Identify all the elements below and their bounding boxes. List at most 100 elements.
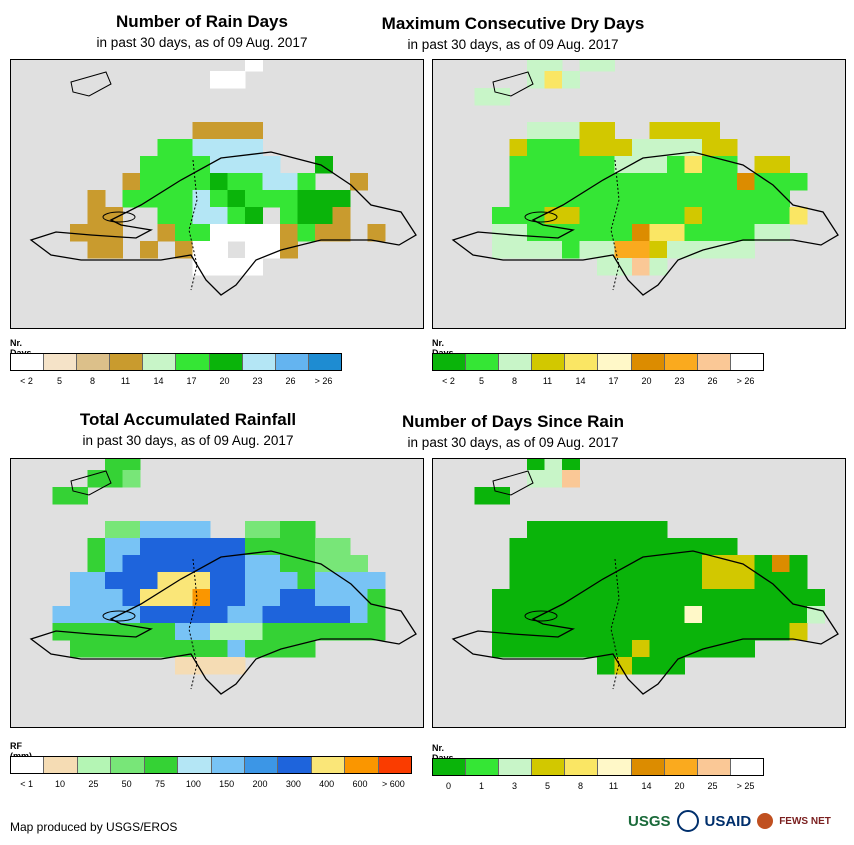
grid-cell bbox=[527, 60, 545, 72]
grid-cell bbox=[245, 60, 263, 72]
grid-cell bbox=[192, 589, 211, 607]
grid-cell bbox=[702, 190, 720, 208]
grid-cell bbox=[562, 640, 580, 658]
grid-cell bbox=[332, 555, 351, 573]
grid-cell bbox=[772, 156, 790, 174]
grid-cell bbox=[614, 606, 633, 624]
grid-cell bbox=[192, 122, 211, 140]
legend-swatch bbox=[466, 354, 500, 370]
grid-cell bbox=[789, 207, 808, 225]
grid-cell bbox=[245, 589, 263, 607]
grid-cell bbox=[192, 173, 211, 191]
grid-cell bbox=[579, 521, 598, 539]
grid-cell bbox=[614, 538, 633, 556]
grid-cell bbox=[649, 241, 668, 259]
grid-cell bbox=[544, 156, 563, 174]
legend-labels: 0 1 3 5 8 11 14 20 25 > 25 bbox=[432, 781, 762, 793]
grid-cell bbox=[632, 258, 650, 276]
grid-cell bbox=[350, 606, 368, 624]
grid-cell bbox=[702, 538, 720, 556]
legend-swatch bbox=[111, 757, 145, 773]
grid-cell bbox=[632, 572, 650, 590]
grid-cell bbox=[562, 589, 580, 607]
grid-cell bbox=[527, 572, 545, 590]
grid-cell bbox=[562, 521, 580, 539]
grid-cell bbox=[509, 139, 528, 157]
grid-cell bbox=[87, 207, 106, 225]
grid-cell bbox=[87, 589, 106, 607]
grid-cell bbox=[632, 521, 650, 539]
grid-cell bbox=[649, 606, 668, 624]
grid-cell bbox=[227, 224, 246, 242]
grid-cell bbox=[597, 538, 615, 556]
grid-cell bbox=[702, 224, 720, 242]
map-canvas bbox=[451, 459, 839, 695]
grid-cell bbox=[509, 207, 528, 225]
grid-cell bbox=[105, 589, 123, 607]
panel-title: Number of Days Since Rain bbox=[401, 412, 624, 431]
legend-label: 20 bbox=[674, 781, 685, 791]
panel-subtitle: in past 30 days, as of 09 Aug. 2017 bbox=[407, 435, 619, 450]
grid-cell bbox=[719, 139, 738, 157]
grid-cell bbox=[754, 555, 773, 573]
grid-cell bbox=[649, 589, 668, 607]
grid-cell bbox=[667, 640, 685, 658]
legend-swatch bbox=[598, 759, 632, 775]
grid-cell bbox=[649, 207, 668, 225]
grid-cell bbox=[684, 589, 703, 607]
grid-cell bbox=[280, 589, 298, 607]
grid-cell bbox=[527, 190, 545, 208]
grid-cell bbox=[105, 207, 123, 225]
grid-cell bbox=[754, 156, 773, 174]
legend-swatch bbox=[598, 354, 632, 370]
grid-cell bbox=[87, 640, 106, 658]
grid-cell bbox=[754, 606, 773, 624]
grid-cell bbox=[702, 122, 720, 140]
grid-cell bbox=[702, 555, 720, 573]
legend-swatch bbox=[499, 759, 533, 775]
panel-title: Maximum Consecutive Dry Days bbox=[381, 14, 645, 33]
legend-swatch bbox=[211, 757, 245, 773]
grid-cell bbox=[527, 459, 545, 471]
grid-cell bbox=[632, 623, 650, 641]
grid-cell bbox=[245, 258, 263, 276]
grid-cell bbox=[737, 572, 755, 590]
grid-cell bbox=[649, 521, 668, 539]
grid-cell bbox=[667, 139, 685, 157]
grid-cell bbox=[245, 521, 263, 539]
grid-cell bbox=[175, 190, 193, 208]
legend-label: 20 bbox=[219, 376, 230, 386]
grid-cell bbox=[702, 623, 720, 641]
grid-cell bbox=[210, 555, 228, 573]
legend-label: 5 bbox=[478, 376, 485, 386]
grid-cell bbox=[87, 241, 106, 259]
grid-cell bbox=[227, 606, 246, 624]
grid-cell bbox=[105, 606, 123, 624]
legend-swatch bbox=[499, 354, 533, 370]
grid-cell bbox=[245, 555, 263, 573]
grid-cell bbox=[772, 207, 790, 225]
grid-cell bbox=[262, 224, 281, 242]
legend-label: > 26 bbox=[314, 376, 333, 386]
fews-net-logo: FEWS NET bbox=[779, 815, 831, 827]
grid-cell bbox=[192, 190, 211, 208]
grid-cell bbox=[192, 538, 211, 556]
grid-cell bbox=[509, 538, 528, 556]
grid-cell bbox=[702, 139, 720, 157]
gonave-island bbox=[102, 610, 136, 622]
grid-cell bbox=[70, 623, 88, 641]
grid-cell bbox=[70, 572, 88, 590]
grid-cell bbox=[210, 606, 228, 624]
grid-cell bbox=[632, 589, 650, 607]
grid-cell bbox=[70, 606, 88, 624]
grid-cell bbox=[350, 572, 368, 590]
legend-label: 11 bbox=[120, 376, 131, 386]
grid-cell bbox=[579, 139, 598, 157]
grid-cell bbox=[649, 122, 668, 140]
grid-cell bbox=[719, 623, 738, 641]
grid-cell bbox=[509, 572, 528, 590]
grid-cell bbox=[562, 173, 580, 191]
grid-cell bbox=[192, 623, 211, 641]
grid-cell bbox=[157, 173, 176, 191]
map-consecutive-dry-days bbox=[432, 59, 846, 329]
